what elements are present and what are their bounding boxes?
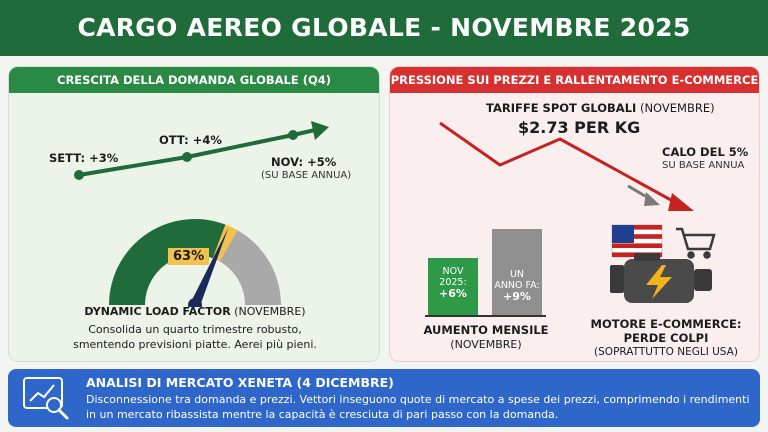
engine-title-line1: MOTORE E-COMMERCE: [590, 317, 742, 331]
bar-nov-2025-line1: NOV [442, 265, 464, 277]
pricing-panel: PRESSIONE SUI PREZZI E RALLENTAMENTO E-C… [389, 66, 760, 362]
drop-note: SU BASE ANNUA [662, 160, 745, 171]
growth-arrow-icon [74, 121, 329, 180]
point-nov [288, 130, 298, 140]
point-ott [182, 152, 192, 162]
bar-baseline [425, 315, 546, 317]
label-sett: SETT: +3% [49, 151, 119, 165]
bar-nov-2025: NOV 2025: +6% [428, 257, 478, 315]
label-ott: OTT: +4% [159, 133, 222, 147]
gauge-value-label: 63% [168, 248, 210, 265]
trend-segment-2 [185, 133, 295, 159]
bar-nov-2025-line2: 2025: [439, 276, 467, 288]
load-factor-desc-line2: smentendo previsioni piatte. Aerei più p… [73, 338, 317, 351]
gauge-needle [190, 227, 229, 307]
load-factor-title-suffix: (NOVEMBRE) [230, 305, 306, 318]
header-bar: CARGO AEREO GLOBALE - NOVEMBRE 2025 [0, 0, 768, 56]
monthly-bar-chart: NOV 2025: +6% UN ANNO FA: +9% [418, 227, 546, 317]
engine-title-line2: PERDE COLPI [623, 331, 709, 345]
spot-rate-label-suffix: (NOVEMBRE) [636, 101, 715, 115]
load-factor-gauge [109, 219, 281, 307]
label-nov: NOV: +5% [271, 155, 337, 169]
drop-label: CALO DEL 5% [662, 145, 749, 159]
shopping-cart-icon [676, 227, 716, 259]
gauge-rest-arc [214, 226, 281, 305]
footer-title: ANALISI DI MERCATO XENETA (4 DICEMBRE) [86, 375, 394, 390]
bar-year-ago: UN ANNO FA: +9% [492, 229, 542, 315]
load-factor-desc: Consolida un quarto trimestre robusto, s… [9, 322, 379, 352]
trend-arrowhead [311, 121, 329, 140]
bar-year-ago-line2: ANNO FA: [494, 280, 540, 291]
gauge-hub [188, 298, 202, 307]
engine-illustration [610, 224, 716, 303]
chart-magnifier-icon [23, 377, 69, 420]
spot-rate-label-bold: TARIFFE SPOT GLOBALI [486, 101, 637, 115]
price-trend-line [439, 121, 681, 207]
engine-note: (SOPRATTUTTO NEGLI USA) [594, 346, 738, 358]
us-flag-icon [611, 224, 663, 258]
bars-note: (NOVEMBRE) [450, 338, 522, 351]
page-title: CARGO AEREO GLOBALE - NOVEMBRE 2025 [77, 13, 691, 42]
trend-segment-1 [77, 155, 189, 177]
price-trend-arrowhead [668, 193, 694, 211]
point-sett [74, 170, 84, 180]
bar-year-ago-line1: UN [509, 269, 525, 280]
bars-title: AUMENTO MENSILE [423, 323, 549, 337]
pricing-panel-header: PRESSIONE SUI PREZZI E RALLENTAMENTO E-C… [390, 67, 759, 93]
analysis-footer: ANALISI DI MERCATO XENETA (4 DICEMBRE) D… [8, 369, 760, 427]
footer-text: Disconnessione tra domanda e prezzi. Vet… [86, 393, 750, 421]
demand-panel-header: CRESCITA DELLA DOMANDA GLOBALE (Q4) [9, 67, 379, 93]
load-factor-desc-line1: Consolida un quarto trimestre robusto, [88, 323, 302, 336]
demand-panel: CRESCITA DELLA DOMANDA GLOBALE (Q4) SETT… [8, 66, 380, 362]
drop-pointer-head [644, 192, 660, 206]
engine-bolt-icon [610, 253, 712, 303]
bar-nov-2025-value: +6% [439, 286, 467, 300]
down-trend-arrow-icon [439, 121, 694, 211]
spot-rate-value: $2.73 PER KG [518, 118, 641, 137]
load-factor-title-bold: DYNAMIC LOAD FACTOR [84, 305, 231, 318]
label-nov-note: (SU BASE ANNUA) [261, 170, 352, 181]
load-factor-title: DYNAMIC LOAD FACTOR (NOVEMBRE) [9, 305, 379, 318]
bar-year-ago-value: +9% [503, 290, 531, 303]
spot-rate-label: TARIFFE SPOT GLOBALI (NOVEMBRE) [486, 101, 715, 115]
